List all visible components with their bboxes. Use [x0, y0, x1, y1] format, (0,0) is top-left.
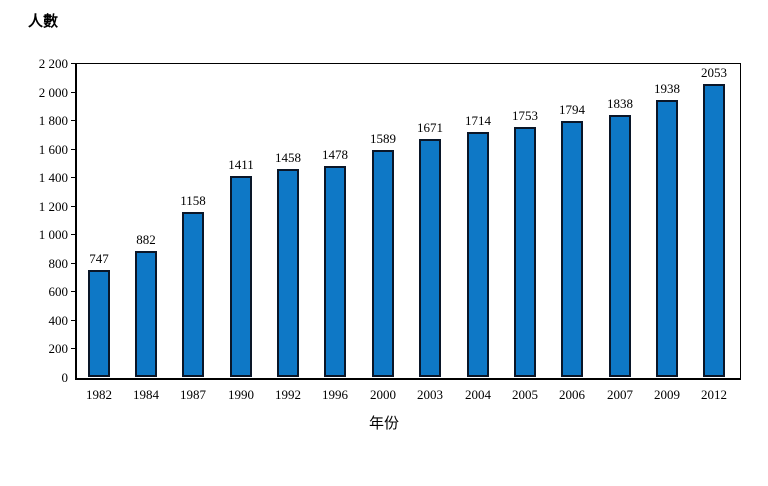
x-tick-label: 1990 — [228, 387, 254, 402]
x-tick-label: 1992 — [275, 387, 301, 402]
bar-2005 — [514, 127, 536, 377]
bar-2007 — [609, 115, 631, 377]
bar-value-label: 1158 — [180, 193, 206, 208]
y-tick-mark — [71, 177, 76, 178]
bar-2003 — [419, 139, 441, 377]
x-tick-label: 2005 — [512, 387, 538, 402]
bar-value-label: 1671 — [417, 120, 443, 135]
x-tick-label: 1996 — [322, 387, 348, 402]
y-tick-mark — [71, 92, 76, 93]
x-tick-label: 1982 — [86, 387, 112, 402]
y-tick-label: 1 200 — [38, 198, 68, 214]
bar-value-label: 882 — [136, 232, 156, 247]
bar-1996 — [324, 166, 346, 377]
x-tick-label: 1984 — [133, 387, 159, 402]
bar-2004 — [467, 132, 489, 377]
bar-value-label: 2053 — [701, 65, 727, 80]
bar-1982 — [88, 270, 110, 377]
bar-value-label: 1753 — [512, 108, 538, 123]
y-tick-label: 0 — [61, 370, 69, 385]
bar-1992 — [277, 169, 299, 377]
x-tick-label: 2007 — [607, 387, 633, 402]
y-tick-label: 2 000 — [38, 84, 68, 100]
bar-2009 — [656, 100, 678, 377]
y-tick-mark — [71, 348, 76, 349]
x-tick-label: 2000 — [370, 387, 396, 402]
bar-2006 — [561, 121, 583, 377]
y-tick-label: 1 000 — [38, 227, 68, 243]
y-tick-label: 1 800 — [38, 113, 68, 129]
bar-value-label: 1478 — [322, 147, 348, 162]
y-tick-mark — [71, 263, 76, 264]
y-tick-label: 200 — [48, 341, 69, 357]
y-axis-title: 人數 — [28, 12, 59, 30]
y-tick-mark — [71, 320, 76, 321]
y-tick-mark — [71, 63, 76, 64]
x-tick-label: 2006 — [559, 387, 585, 402]
y-tick-label: 800 — [48, 255, 69, 271]
y-tick-label: 1 400 — [38, 170, 68, 186]
bar-value-label: 747 — [89, 251, 109, 266]
bar-1984 — [135, 251, 157, 377]
x-tick-label: 2003 — [417, 387, 443, 402]
x-tick-label: 2012 — [701, 387, 727, 402]
plot-area — [75, 63, 741, 380]
bar-value-label: 1458 — [275, 150, 301, 165]
x-tick-label: 1987 — [180, 387, 206, 402]
bar-2000 — [372, 150, 394, 377]
y-tick-label: 2 200 — [38, 56, 68, 71]
x-tick-label: 2004 — [465, 387, 491, 402]
bar-value-label: 1794 — [559, 102, 585, 117]
bar-value-label: 1589 — [370, 131, 396, 146]
bar-1990 — [230, 176, 252, 377]
y-tick-label: 1 600 — [38, 141, 68, 157]
bar-value-label: 1838 — [607, 96, 633, 111]
bar-value-label: 1714 — [465, 113, 491, 128]
y-tick-label: 400 — [48, 312, 69, 328]
bar-2012 — [703, 84, 725, 377]
y-tick-mark — [71, 120, 76, 121]
y-tick-mark — [71, 234, 76, 235]
bar-1987 — [182, 212, 204, 377]
y-tick-label: 600 — [48, 284, 69, 300]
bar-value-label: 1938 — [654, 81, 680, 96]
y-tick-mark — [71, 206, 76, 207]
y-tick-mark — [71, 149, 76, 150]
x-axis-title: 年份 — [368, 414, 399, 432]
x-tick-label: 2009 — [654, 387, 680, 402]
y-tick-mark — [71, 291, 76, 292]
bar-value-label: 1411 — [228, 157, 254, 172]
